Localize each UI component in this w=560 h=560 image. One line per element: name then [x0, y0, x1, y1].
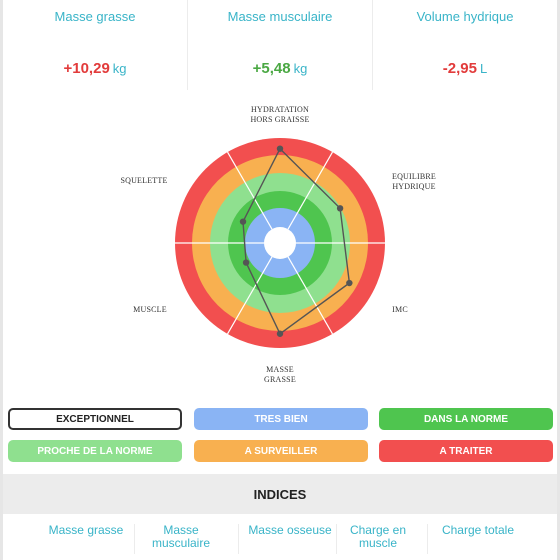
- radar-chart: HYDRATATION HORS GRAISSE EQUILIBRE HYDRIQUE…: [120, 105, 436, 384]
- radar-axis-label-line: HYDRATATION: [251, 105, 309, 114]
- stat-fat-mass-label: Masse grasse: [54, 9, 136, 24]
- stat-water-volume-label: Volume hydrique: [416, 9, 514, 24]
- index-charge-totale[interactable]: Charge totale: [428, 524, 528, 537]
- stat-water-volume-value: -2,95 L: [373, 60, 557, 77]
- radar-sector-divider: [287, 151, 334, 230]
- index-separator: [427, 524, 428, 554]
- index-charge-totale-label: Charge totale: [441, 523, 515, 537]
- radar-point-imc: [346, 279, 353, 287]
- stat-water-volume-number: -2,95: [442, 60, 477, 77]
- radar-point-masse-grasse: [276, 330, 284, 337]
- frame-left-border: [0, 0, 3, 560]
- radar-point-muscle: [242, 259, 250, 266]
- radar-sector-divider: [287, 256, 334, 335]
- radar-point-squelette: [239, 218, 247, 225]
- index-masse-musculaire-line2: musculaire: [151, 536, 211, 550]
- radar-point-hydratation: [276, 145, 284, 152]
- indices-header: INDICES: [3, 474, 557, 514]
- radar-point-equilibre: [336, 205, 344, 212]
- radar-center: [264, 227, 296, 259]
- radar-axis-label-line: GRASSE: [264, 375, 296, 384]
- index-masse-musculaire-line1: Masse: [163, 523, 199, 537]
- index-charge-en-muscle-line2: muscle: [358, 536, 397, 550]
- stat-muscle-mass-unit: kg: [293, 61, 308, 76]
- stat-water-volume: Volume hydrique -2,95 L: [372, 0, 557, 90]
- radar-axis-label-line: HORS GRAISSE: [250, 115, 309, 124]
- radar-sector-divider: [226, 256, 273, 335]
- index-separator: [336, 524, 337, 554]
- radar-axis-label-line: EQUILIBRE: [392, 172, 436, 181]
- indices-title: INDICES: [253, 486, 307, 502]
- legend-a-traiter-button[interactable]: A TRAITER: [379, 440, 553, 462]
- radar-axis-label-muscle: MUSCLE: [133, 305, 167, 314]
- index-charge-en-muscle[interactable]: Charge en muscle: [333, 524, 423, 550]
- index-separator: [238, 524, 239, 554]
- radar-axis-label-line: SQUELETTE: [120, 176, 167, 185]
- stat-fat-mass-value: +10,29 kg: [3, 60, 187, 77]
- radar-axis-label-line: IMC: [392, 305, 408, 314]
- index-separator: [134, 524, 135, 554]
- legend-tres-bien-button[interactable]: TRES BIEN: [194, 408, 368, 430]
- index-charge-en-muscle-line1: Charge en: [349, 523, 407, 537]
- stats-summary: Masse grasse +10,29 kg Masse musculaire +…: [3, 0, 557, 90]
- index-masse-osseuse-label: Masse osseuse: [248, 523, 332, 537]
- legend-exceptionnel-button[interactable]: EXCEPTIONNEL: [8, 408, 182, 430]
- radar-axis-label-hydratation: HYDRATATION HORS GRAISSE: [250, 105, 309, 124]
- frame-right-border: [557, 0, 560, 560]
- stat-fat-mass: Masse grasse +10,29 kg: [3, 0, 187, 90]
- indices-row: Masse grasse Masse musculaire Masse osse…: [3, 520, 557, 560]
- legend-dans-la-norme-button[interactable]: DANS LA NORME: [379, 408, 553, 430]
- radar-axis-label-line: MASSE: [266, 365, 294, 374]
- stat-muscle-mass: Masse musculaire +5,48 kg: [187, 0, 372, 90]
- stat-fat-mass-unit: kg: [112, 61, 127, 76]
- radar-axis-label-masse-grasse: MASSE GRASSE: [264, 365, 296, 384]
- legend-proche-de-la-norme-button[interactable]: PROCHE DE LA NORME: [8, 440, 182, 462]
- index-masse-musculaire[interactable]: Masse musculaire: [136, 524, 226, 550]
- radar-axis-label-imc: IMC: [392, 305, 408, 314]
- stat-water-volume-unit: L: [479, 61, 488, 76]
- stat-muscle-mass-label: Masse musculaire: [227, 9, 333, 24]
- radar-axis-label-line: MUSCLE: [133, 305, 167, 314]
- stat-muscle-mass-value: +5,48 kg: [188, 60, 372, 77]
- index-masse-osseuse[interactable]: Masse osseuse: [235, 524, 345, 537]
- radar-sector-divider: [226, 151, 273, 230]
- radar-axis-label-line: HYDRIQUE: [392, 182, 435, 191]
- radar-axis-label-equilibre: EQUILIBRE HYDRIQUE: [392, 172, 436, 191]
- index-masse-grasse[interactable]: Masse grasse: [31, 524, 141, 537]
- stat-fat-mass-number: +10,29: [63, 60, 110, 77]
- legend-a-surveiller-button[interactable]: A SURVEILLER: [194, 440, 368, 462]
- radar-axis-label-squelette: SQUELETTE: [120, 176, 167, 185]
- stat-muscle-mass-number: +5,48: [252, 60, 291, 77]
- index-masse-grasse-label: Masse grasse: [48, 523, 124, 537]
